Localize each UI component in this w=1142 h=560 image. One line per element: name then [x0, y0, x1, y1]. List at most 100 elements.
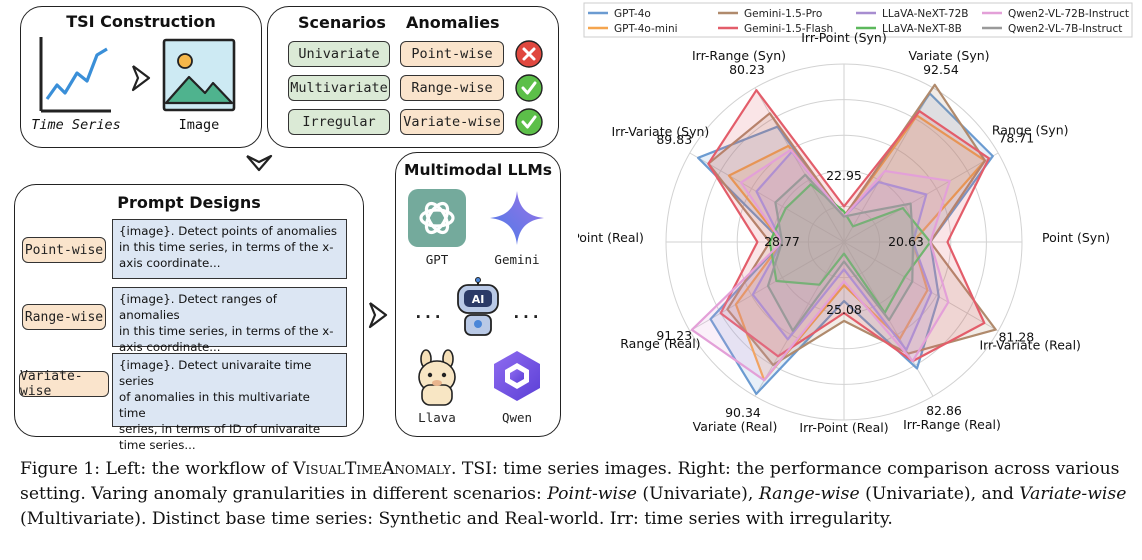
legend-label: LLaVA-NeXT-72B: [882, 8, 969, 20]
figure-caption: Figure 1: Left: the workflow of VisualTi…: [20, 457, 1132, 532]
axis-max-value: 82.86: [926, 403, 962, 418]
axis-label: Irr-Variate (Real): [979, 338, 1081, 353]
anomaly-variate-wise: Variate-wise: [400, 109, 504, 135]
axis-label: Irr-Point (Real): [799, 420, 888, 435]
prompt-box-point-wise: {image}. Detect points of anomalies in t…: [112, 219, 347, 279]
prompt-line: {image}. Detect univaraite time series: [119, 358, 312, 388]
grid-spoke: [843, 241, 999, 332]
chart-series: [690, 83, 997, 395]
image-icon: [162, 38, 236, 112]
axis-label: Irr-Range (Real): [903, 417, 1001, 432]
series-polygon: [751, 150, 933, 351]
cross-icon: [515, 40, 543, 68]
axis-max-value: 81.28: [998, 330, 1034, 345]
scenario-univariate: Univariate: [288, 41, 390, 67]
llava-label: Llava: [418, 410, 456, 425]
multimodal-llms-panel: Multimodal LLMs GPT Gemini ... AI ...: [395, 152, 561, 437]
caption-part2: . TSI: time series images. Right: the pe…: [20, 459, 1120, 504]
axis-label: Point (Syn): [1042, 230, 1110, 245]
prompt-line: series, in terms of ID of univaraite: [119, 422, 321, 436]
legend-label: Gemini-1.5-Flash: [744, 23, 833, 35]
axis-label: Point (Real): [578, 230, 644, 245]
prompt-label-range-wise: Range-wise: [22, 304, 106, 330]
axis-max-value: 80.23: [729, 62, 765, 77]
robot-icon: AI: [457, 277, 499, 336]
image-label: Image: [178, 117, 220, 133]
axis-max-value: 78.71: [998, 131, 1034, 146]
prompt-line: axis coordinate...: [119, 340, 221, 354]
chart-axis-labels: Irr-Point (Syn) Variate (Syn)92.54 Range (…: [578, 30, 1110, 435]
prompt-line: axis coordinate...: [119, 256, 221, 270]
axis-label: Range (Real): [620, 336, 700, 351]
ellipsis-left: ...: [413, 303, 443, 322]
caption-range-wise: Range-wise: [758, 484, 860, 504]
scenarios-title: Scenarios: [298, 13, 386, 32]
tsi-construction-panel: TSI Construction Time Series Image: [20, 6, 262, 148]
llava-logo-icon: [418, 349, 456, 406]
grid-spoke: [754, 241, 845, 397]
axis-label: Variate (Syn): [908, 48, 989, 63]
caption-variate-wise: Variate-wise: [1019, 484, 1127, 504]
axis-max-value: 90.34: [725, 405, 761, 420]
prompt-line: time series...: [119, 438, 196, 452]
axis-max-value: 89.83: [656, 132, 692, 147]
qwen-label: Qwen: [501, 410, 533, 425]
prompt-line: in this time series, in terms of the x-: [119, 240, 334, 254]
tsi-panel-title: TSI Construction: [66, 12, 216, 31]
inner-value-label: 20.63: [888, 234, 924, 249]
legend-label: Gemini-1.5-Pro: [744, 8, 822, 20]
caption-part4: (Univariate), and: [859, 484, 1020, 504]
axis-label: Irr-Range (Syn): [692, 48, 786, 63]
chevron-right-icon: [368, 302, 388, 329]
inner-value-label: 25.08: [826, 302, 862, 317]
axis-label: Variate (Real): [693, 419, 778, 434]
llm-panel-title: Multimodal LLMs: [404, 161, 552, 179]
legend-label: Qwen2-VL-72B-Instruct: [1008, 8, 1129, 20]
grid-spoke: [689, 152, 845, 243]
axis-label: Irr-Variate (Syn): [611, 124, 709, 139]
grid-spoke: [843, 152, 999, 243]
prompt-panel-title: Prompt Designs: [117, 193, 261, 212]
prompt-label-variate-wise: Variate-wise: [19, 369, 109, 399]
anomaly-point-wise: Point-wise: [400, 41, 504, 67]
series-polygon: [766, 173, 915, 332]
legend-label: Qwen2-VL-7B-Instruct: [1008, 23, 1122, 35]
chevron-right-icon: [131, 65, 151, 92]
prompt-box-variate-wise: {image}. Detect univaraite time series o…: [112, 353, 347, 452]
series-polygon: [768, 183, 932, 314]
axis-label: Irr-Point (Syn): [801, 30, 886, 45]
legend-label: GPT-4o-mini: [614, 23, 678, 35]
chevron-down-icon: [246, 154, 273, 172]
anomalies-title: Anomalies: [406, 13, 500, 32]
caption-system-name: VisualTimeAnomaly: [293, 459, 451, 479]
check-icon: [515, 108, 543, 136]
gemini-logo-icon: [490, 191, 544, 245]
legend-frame: [583, 2, 1133, 38]
axis-max-value: 91.23: [656, 328, 692, 343]
gpt-label: GPT: [425, 252, 449, 267]
time-series-icon: [39, 37, 111, 113]
chart-legend: GPT-4o GPT-4o-mini Gemini-1.5-Pro Gemini-1.…: [583, 2, 1133, 38]
prompt-line: {image}. Detect points of anomalies: [119, 224, 338, 238]
caption-point-wise: Point-wise: [547, 484, 637, 504]
legend-label: LLaVA-NeXT-8B: [882, 23, 962, 35]
inner-value-label: 28.77: [764, 234, 800, 249]
prompt-box-range-wise: {image}. Detect ranges of anomalies in t…: [112, 287, 347, 354]
caption-fig-label: Figure 1: Left: the workflow of: [20, 459, 294, 479]
legend-label: GPT-4o: [614, 8, 651, 20]
ellipsis-right: ...: [511, 303, 541, 322]
prompt-label-point-wise: Point-wise: [22, 237, 106, 263]
qwen-logo-icon: [494, 351, 540, 401]
scenario-irregular: Irregular: [288, 109, 390, 135]
prompt-designs-panel: Prompt Designs Point-wise {image}. Detec…: [14, 184, 364, 452]
axis-max-value: 92.54: [923, 62, 959, 77]
prompt-line: in this time series, in terms of the x-: [119, 324, 334, 338]
gpt-logo-icon: [408, 189, 466, 247]
grid-spoke: [689, 241, 845, 332]
prompt-line: {image}. Detect ranges of anomalies: [119, 292, 277, 322]
prompt-line: of anomalies in this multivariate time: [119, 390, 310, 420]
scenarios-anomalies-panel: Scenarios Anomalies Univariate Multivari…: [267, 6, 559, 148]
check-icon: [515, 74, 543, 102]
inner-value-label: 22.95: [826, 168, 862, 183]
caption-part5: (Multivariate). Distinct base time serie…: [20, 509, 893, 529]
